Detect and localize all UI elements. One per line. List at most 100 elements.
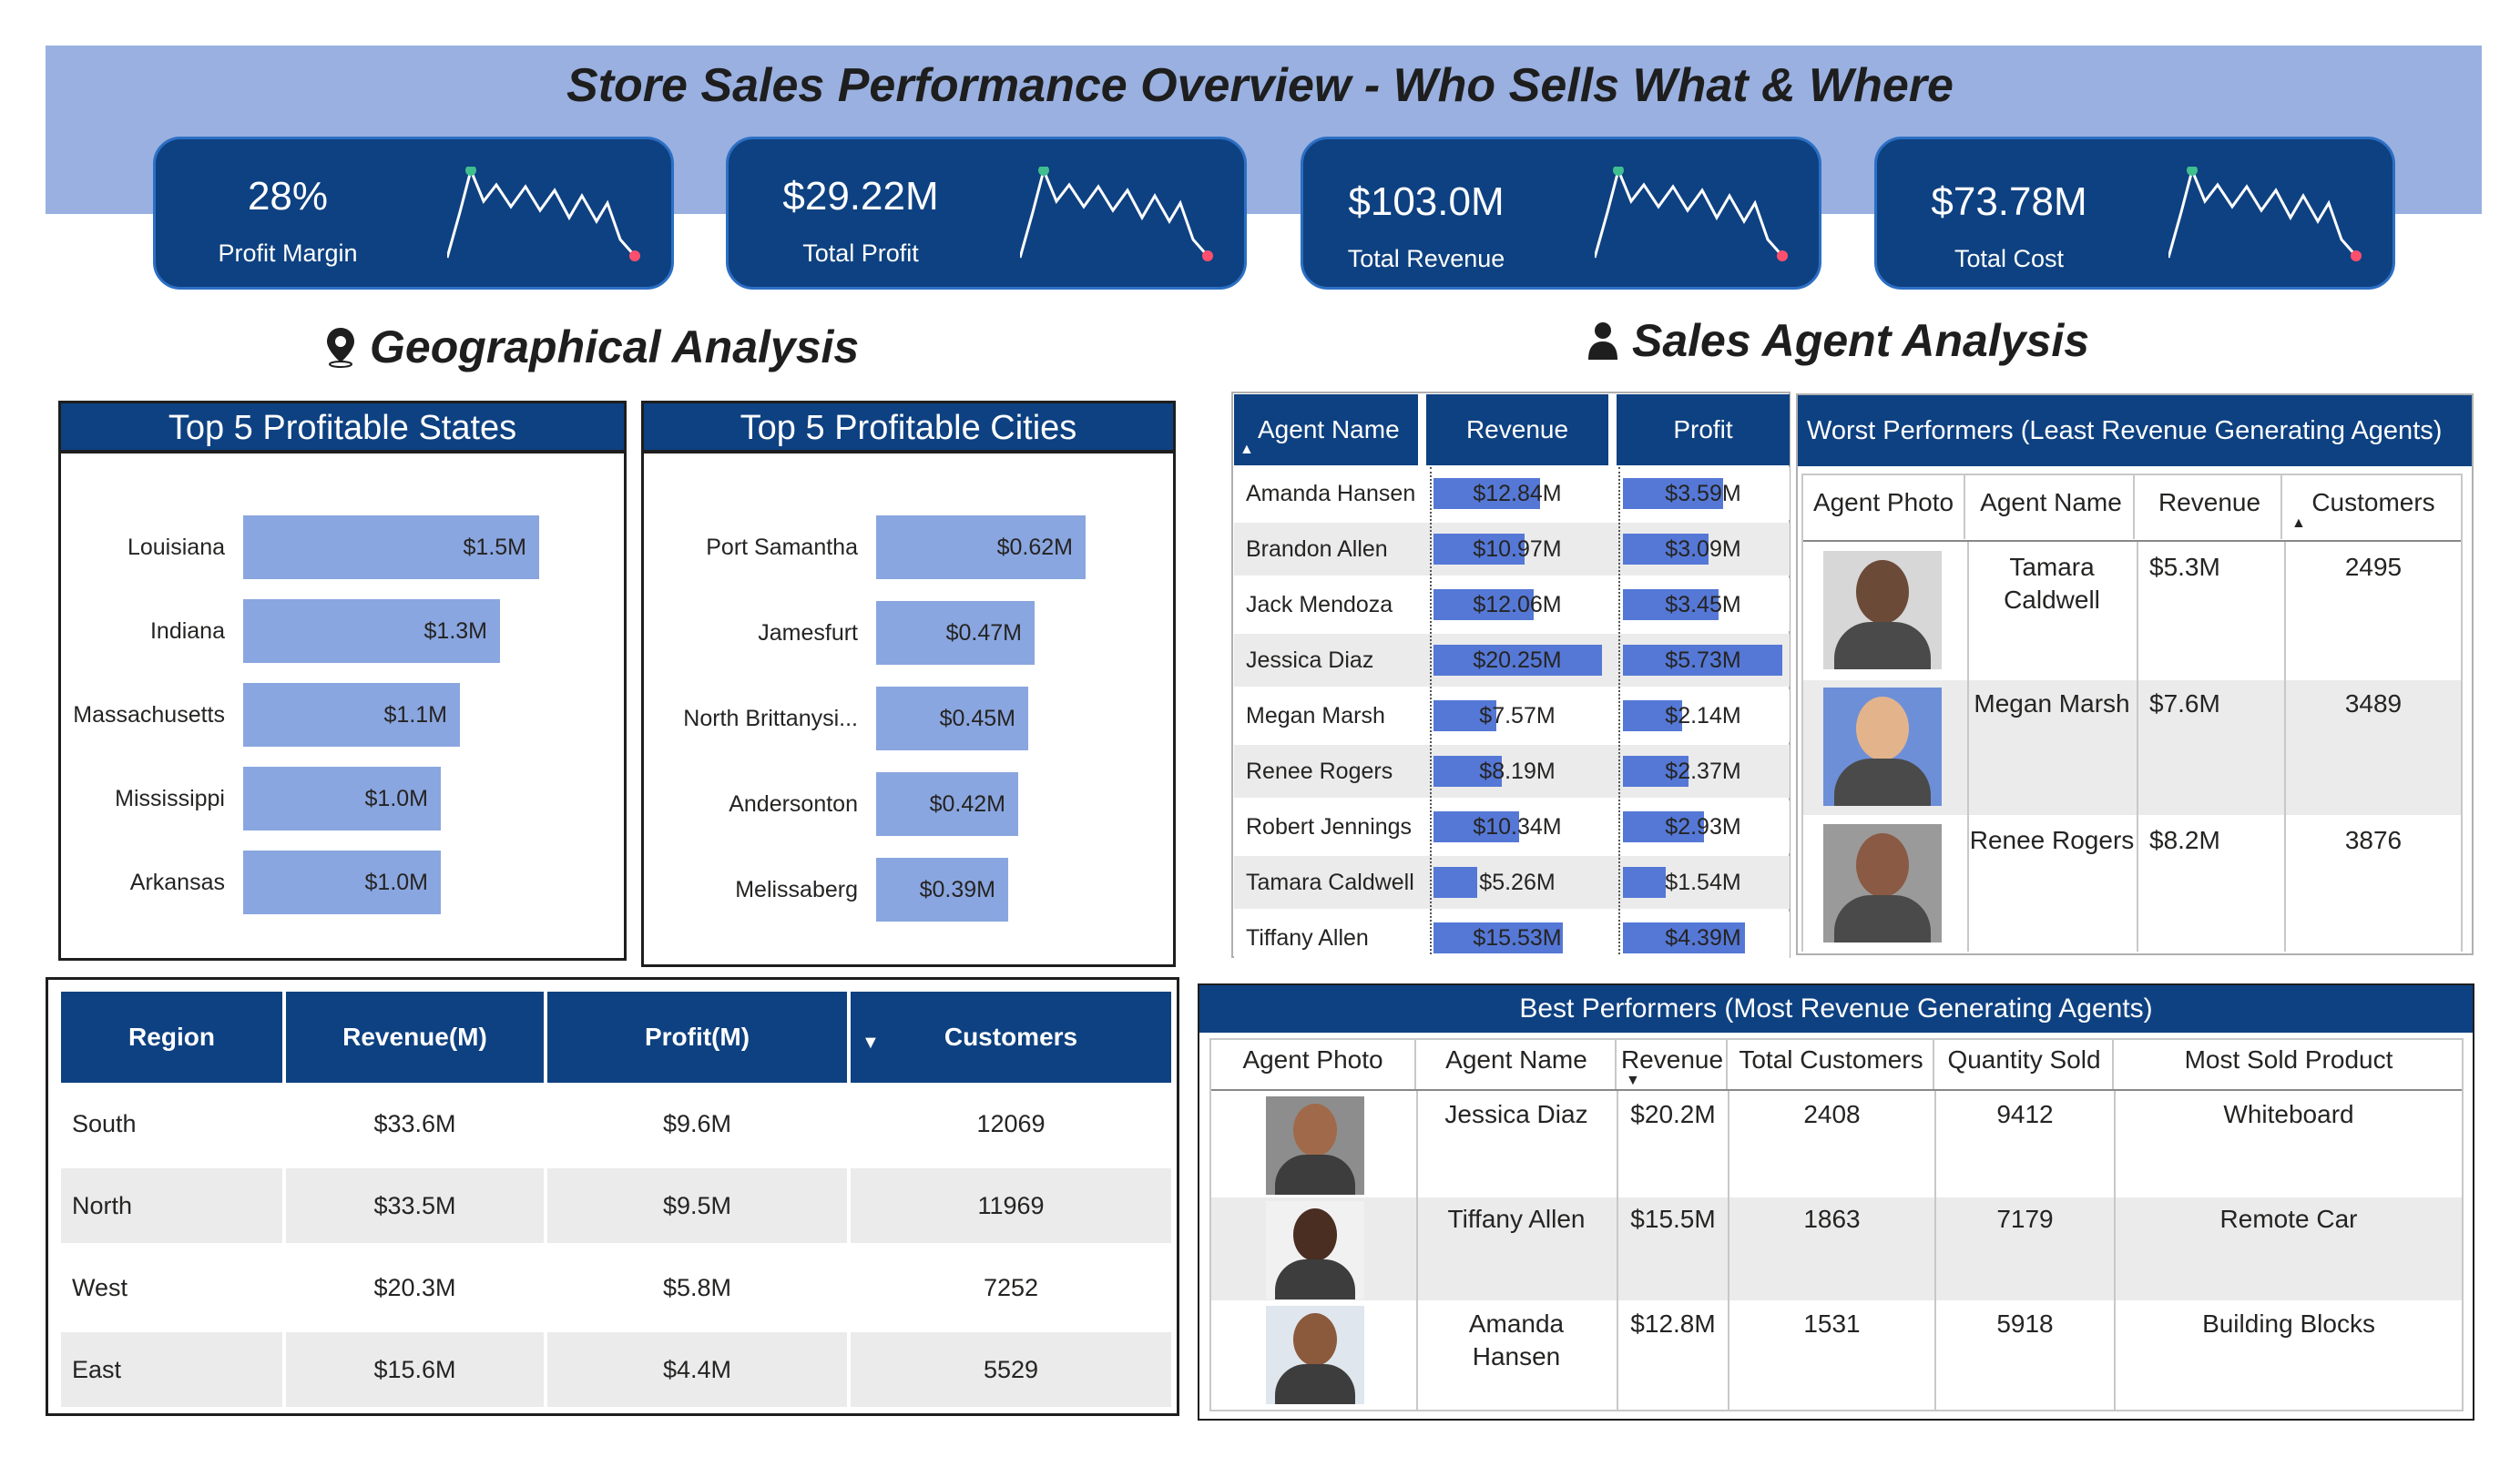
table-row[interactable]	[1234, 856, 1790, 909]
column-divider	[2114, 1091, 2116, 1410]
bar-value-label: $1.0M	[364, 870, 428, 895]
profit-bar[interactable]	[1623, 534, 1709, 565]
column-divider	[1430, 467, 1432, 954]
profit-bar[interactable]	[1623, 867, 1666, 898]
kpi-label: Total Cost	[1954, 245, 2065, 272]
profit-value: $3.45M	[1665, 592, 1741, 617]
bar-row[interactable]: Port Samantha $0.62M	[644, 515, 1173, 579]
bar[interactable]: $1.0M	[243, 767, 441, 830]
revenue-bar[interactable]	[1433, 922, 1563, 953]
bar-row[interactable]: North Brittanysi... $0.45M	[644, 687, 1173, 750]
table-row[interactable]	[1234, 689, 1790, 742]
table-row[interactable]	[1211, 1197, 2462, 1300]
table-cell: 7252	[851, 1250, 1171, 1325]
agent-photo	[1266, 1201, 1364, 1299]
column-header[interactable]: Revenue	[2138, 475, 2282, 539]
kpi-value: $29.22M	[782, 174, 939, 219]
revenue-value: $10.97M	[1473, 536, 1562, 562]
profit-bar[interactable]	[1623, 700, 1682, 731]
revenue-value: $12.06M	[1473, 592, 1562, 617]
column-header[interactable]: Customers	[2311, 488, 2435, 516]
quantity-value: 7179	[1996, 1205, 2054, 1233]
profit-bar[interactable]	[1623, 645, 1782, 676]
table-row[interactable]	[1234, 745, 1790, 798]
table-cell: $20.3M	[286, 1250, 544, 1325]
kpi-card-profit-margin[interactable]: 28% Profit Margin	[153, 137, 674, 290]
bar-row[interactable]: Massachusetts $1.1M	[61, 683, 624, 747]
agent-photo	[1823, 551, 1942, 669]
header-divider	[1803, 540, 2461, 542]
table-cell: 12069	[851, 1086, 1171, 1161]
revenue-bar[interactable]	[1433, 700, 1496, 731]
bar-row[interactable]: Melissaberg $0.39M	[644, 858, 1173, 922]
bar[interactable]: $0.62M	[876, 515, 1086, 579]
column-header[interactable]: Quantity Sold	[1936, 1040, 2114, 1089]
top-states-chart: Top 5 Profitable States Louisiana $1.5M In…	[58, 401, 627, 961]
revenue-value: $8.19M	[1479, 759, 1556, 784]
table-row[interactable]	[1211, 1093, 2462, 1196]
column-header-revenue[interactable]: Revenue(M)	[286, 992, 544, 1083]
map-pin-icon	[327, 328, 354, 368]
bar[interactable]: $0.45M	[876, 687, 1028, 750]
revenue-bar[interactable]	[1433, 478, 1540, 509]
bar-row[interactable]: Andersonton $0.42M	[644, 772, 1173, 836]
kpi-value: $103.0M	[1348, 179, 1505, 224]
revenue-value: $12.84M	[1473, 481, 1562, 506]
table-cell: 11969	[851, 1168, 1171, 1243]
agent-name-cell: Robert Jennings	[1246, 814, 1413, 840]
bar[interactable]: $1.0M	[243, 851, 441, 914]
kpi-card-total-profit[interactable]: $29.22M Total Profit	[726, 137, 1247, 290]
kpi-card-total-cost[interactable]: $73.78M Total Cost	[1874, 137, 2395, 290]
column-header[interactable]: Total Customers	[1729, 1040, 1934, 1089]
bar[interactable]: $0.47M	[876, 601, 1035, 665]
column-header-revenue[interactable]: Revenue	[1426, 394, 1608, 465]
column-header[interactable]: Revenue	[1618, 1040, 1728, 1089]
column-header[interactable]: Agent Name	[1418, 1040, 1617, 1089]
revenue-bar[interactable]	[1433, 756, 1502, 787]
agent-name-cell: Tiffany Allen	[1246, 925, 1369, 951]
column-header[interactable]: Most Sold Product	[2184, 1045, 2393, 1074]
photo-body	[1275, 1259, 1355, 1299]
column-header-region[interactable]: Region	[61, 992, 282, 1083]
revenue-bar[interactable]	[1433, 589, 1534, 620]
revenue-value: $7.6M	[2149, 689, 2220, 718]
bar[interactable]: $1.3M	[243, 599, 500, 663]
bar-row[interactable]: Jamesfurt $0.47M	[644, 601, 1173, 665]
bar[interactable]: $0.42M	[876, 772, 1018, 836]
revenue-bar[interactable]	[1433, 534, 1525, 565]
profit-bar[interactable]	[1623, 756, 1689, 787]
column-header-profit[interactable]: Profit	[1617, 394, 1790, 465]
chart-title: Top 5 Profitable States	[61, 403, 624, 453]
kpi-card-total-revenue[interactable]: $103.0M Total Revenue	[1301, 137, 1821, 290]
bar[interactable]: $0.39M	[876, 858, 1008, 922]
column-header[interactable]: Agent Name	[1969, 475, 2135, 539]
table-border	[1209, 1038, 2464, 1411]
revenue-bar[interactable]	[1433, 811, 1519, 842]
column-header-agent-name[interactable]: ▲ Agent Name	[1234, 394, 1418, 465]
column-header[interactable]: Agent Photo	[1211, 1040, 1416, 1089]
bar-row[interactable]: Mississippi $1.0M	[61, 767, 624, 830]
agent-name: Amanda Hansen	[1468, 1309, 1565, 1370]
table-row[interactable]	[1211, 1302, 2462, 1405]
profit-bar[interactable]	[1623, 589, 1719, 620]
profit-bar[interactable]	[1623, 922, 1745, 953]
bar-row[interactable]: Arkansas $1.0M	[61, 851, 624, 914]
bar-row[interactable]: Louisiana $1.5M	[61, 515, 624, 579]
revenue-bar[interactable]	[1433, 867, 1477, 898]
product-value: Remote Car	[2219, 1205, 2358, 1233]
photo-face	[1293, 1313, 1337, 1366]
profit-bar[interactable]	[1623, 478, 1723, 509]
column-header-profit[interactable]: Profit(M)	[547, 992, 847, 1083]
column-divider	[2137, 542, 2138, 952]
photo-face	[1293, 1104, 1337, 1156]
profit-value: $4.39M	[1665, 925, 1741, 951]
column-header-customers[interactable]: ▼ Customers	[851, 992, 1171, 1083]
table-cell: West	[61, 1250, 282, 1325]
bar[interactable]: $1.1M	[243, 683, 460, 747]
revenue-bar[interactable]	[1433, 645, 1602, 676]
bar-row[interactable]: Indiana $1.3M	[61, 599, 624, 663]
kpi-value: 28%	[247, 174, 329, 219]
profit-bar[interactable]	[1623, 811, 1704, 842]
column-header[interactable]: Agent Photo	[1803, 475, 1965, 539]
bar[interactable]: $1.5M	[243, 515, 539, 579]
